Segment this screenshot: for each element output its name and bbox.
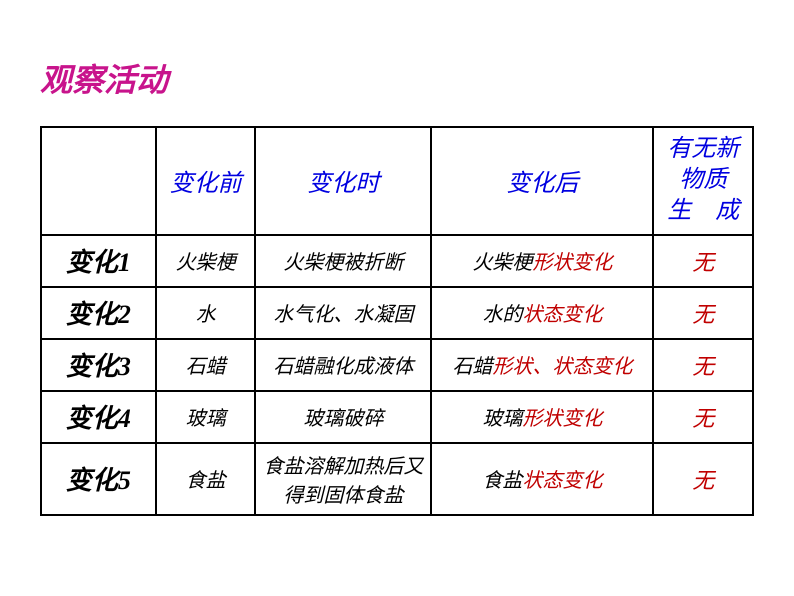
cell-new: 无 bbox=[653, 443, 753, 515]
cell-after-black: 火柴梗 bbox=[472, 252, 532, 274]
cell-new: 无 bbox=[653, 287, 753, 339]
cell-after-red: 形状变化 bbox=[522, 408, 602, 430]
observation-table: 变化前 变化时 变化后 有无新 物质 生 成 变化1火柴梗火柴梗被折断火柴梗形状… bbox=[40, 126, 754, 516]
cell-before: 火柴梗 bbox=[156, 235, 256, 287]
cell-new: 无 bbox=[653, 391, 753, 443]
header-new-line3: 生 成 bbox=[667, 198, 739, 224]
row-label: 变化3 bbox=[41, 339, 156, 391]
table-row: 变化5食盐食盐溶解加热后又得到固体食盐食盐状态变化无 bbox=[41, 443, 753, 515]
cell-during: 水气化、水凝固 bbox=[255, 287, 431, 339]
header-before: 变化前 bbox=[156, 127, 256, 235]
cell-after-black: 玻璃 bbox=[482, 408, 522, 430]
cell-after: 石蜡形状、状态变化 bbox=[431, 339, 653, 391]
cell-after-red: 形状变化 bbox=[532, 252, 612, 274]
cell-during: 食盐溶解加热后又得到固体食盐 bbox=[255, 443, 431, 515]
table-row: 变化2水水气化、水凝固水的状态变化无 bbox=[41, 287, 753, 339]
row-label: 变化2 bbox=[41, 287, 156, 339]
cell-after: 火柴梗形状变化 bbox=[431, 235, 653, 287]
header-after: 变化后 bbox=[431, 127, 653, 235]
header-new-line1: 有无新 bbox=[667, 136, 739, 162]
cell-during: 石蜡融化成液体 bbox=[255, 339, 431, 391]
cell-after-red: 状态变化 bbox=[522, 470, 602, 492]
header-new: 有无新 物质 生 成 bbox=[653, 127, 753, 235]
cell-before: 玻璃 bbox=[156, 391, 256, 443]
cell-after: 水的状态变化 bbox=[431, 287, 653, 339]
cell-after-red: 状态变化 bbox=[522, 304, 602, 326]
cell-before: 石蜡 bbox=[156, 339, 256, 391]
row-label: 变化5 bbox=[41, 443, 156, 515]
cell-after: 食盐状态变化 bbox=[431, 443, 653, 515]
table-row: 变化3石蜡石蜡融化成液体石蜡形状、状态变化无 bbox=[41, 339, 753, 391]
row-label: 变化1 bbox=[41, 235, 156, 287]
table-row: 变化1火柴梗火柴梗被折断火柴梗形状变化无 bbox=[41, 235, 753, 287]
table-row: 变化4玻璃玻璃破碎玻璃形状变化无 bbox=[41, 391, 753, 443]
header-new-line2: 物质 bbox=[679, 167, 727, 193]
row-label: 变化4 bbox=[41, 391, 156, 443]
cell-during: 玻璃破碎 bbox=[255, 391, 431, 443]
cell-new: 无 bbox=[653, 339, 753, 391]
cell-during: 火柴梗被折断 bbox=[255, 235, 431, 287]
header-blank bbox=[41, 127, 156, 235]
page-title: 观察活动 bbox=[40, 55, 754, 101]
cell-after: 玻璃形状变化 bbox=[431, 391, 653, 443]
cell-after-black: 石蜡 bbox=[452, 356, 492, 378]
header-during: 变化时 bbox=[255, 127, 431, 235]
cell-before: 水 bbox=[156, 287, 256, 339]
cell-after-black: 食盐 bbox=[482, 470, 522, 492]
cell-after-black: 水的 bbox=[482, 304, 522, 326]
cell-new: 无 bbox=[653, 235, 753, 287]
table-header-row: 变化前 变化时 变化后 有无新 物质 生 成 bbox=[41, 127, 753, 235]
cell-after-red: 形状、状态变化 bbox=[492, 356, 632, 378]
cell-before: 食盐 bbox=[156, 443, 256, 515]
